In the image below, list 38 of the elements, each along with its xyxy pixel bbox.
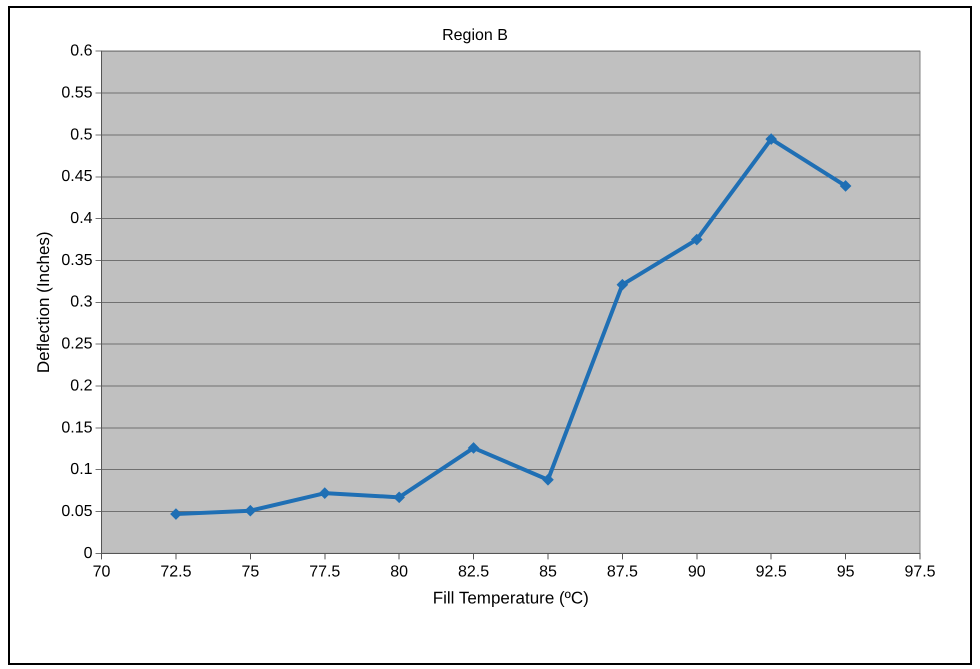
point <box>245 506 256 516</box>
chart-title: Region B <box>442 27 508 44</box>
y-tick-label: 0.6 <box>70 42 93 60</box>
y-tick-label: 0.1 <box>70 461 93 478</box>
y-tick-label: 0.5 <box>70 126 93 144</box>
x-tick-label: 72.5 <box>160 563 192 580</box>
point <box>766 134 776 144</box>
x-tick-label: 80 <box>390 563 408 580</box>
x-tick-label: 77.5 <box>309 563 340 580</box>
y-tick-label: 0 <box>84 544 93 562</box>
point <box>394 492 404 502</box>
x-tick-label: 75 <box>241 563 260 580</box>
y-tick-label: 0.55 <box>61 84 93 102</box>
point <box>617 280 628 290</box>
point <box>468 442 479 453</box>
y-tick-label: 0.15 <box>61 419 93 436</box>
y-tick-label: 0.05 <box>61 502 93 520</box>
point <box>840 180 851 191</box>
point <box>320 488 330 498</box>
y-tick-label: 0.35 <box>61 252 93 269</box>
x-tick-label: 95 <box>836 563 855 580</box>
x-tick-label: 82.5 <box>458 563 490 580</box>
y-tick-label: 0.4 <box>70 210 93 228</box>
x-axis-title: Fill Temperature (ºC) <box>432 588 589 608</box>
y-tick-label: 0.2 <box>70 377 93 394</box>
x-tick-label: 97.5 <box>904 563 936 580</box>
point <box>542 474 553 485</box>
x-tick-label: 70 <box>92 563 111 580</box>
x-tick-label: 92.5 <box>756 563 787 580</box>
y-axis-title: Deflection (Inches) <box>34 231 53 374</box>
y-tick-label: 0.45 <box>61 168 93 186</box>
x-tick-label: 87.5 <box>606 563 638 580</box>
x-tick-label: 90 <box>688 563 706 580</box>
y-tick-label: 0.25 <box>61 336 93 353</box>
point <box>692 234 702 245</box>
y-tick-label: 0.3 <box>70 294 93 311</box>
x-tick-label: 85 <box>539 563 557 580</box>
point <box>170 509 181 520</box>
